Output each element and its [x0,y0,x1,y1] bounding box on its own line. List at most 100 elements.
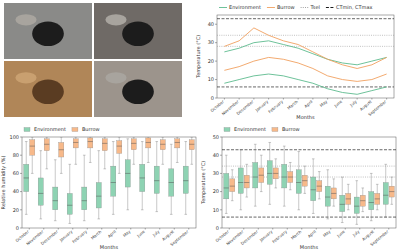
box-whisker-cap [332,178,335,179]
y-tick [215,79,217,80]
box-body [238,168,243,193]
box-median [389,191,394,192]
y-tick [220,191,222,192]
box-whisker-cap [89,137,92,138]
box-median [296,182,301,183]
plot-frame [222,137,396,228]
marks [217,19,394,95]
y-tick-label: 30 [213,170,219,176]
x-tick [327,98,328,100]
box-median [224,187,229,188]
box-whisker-cap [132,137,135,138]
box-whisker-cap [303,166,306,167]
box-median [154,180,159,181]
box-body [117,141,122,154]
box-whisker-cap [176,162,179,163]
box-whisker-cap [347,184,350,185]
box-whisker-cap [39,150,42,151]
series-line [224,41,386,65]
box-whisker-cap [103,168,106,169]
reference-line [217,35,394,36]
box-whisker-cap [245,164,248,165]
box-whisker-cap [318,171,321,172]
box-whisker-cap [268,142,271,143]
x-tick-label: September [369,229,389,247]
box-whisker-cap [45,168,48,169]
box-body [131,139,136,150]
y-tick-label: 50 [213,134,219,140]
y-tick-label: 40 [213,152,219,158]
box-whisker-cap [141,209,144,210]
x-tick [342,98,343,100]
box-whisker-cap [390,177,393,178]
legend-swatch [219,7,227,8]
x-tick-label: April [307,229,317,239]
box-median [302,180,307,181]
x-tick [229,228,230,230]
x-tick-label: June [332,99,343,109]
box-whisker-cap [384,217,387,218]
box-median [253,177,258,178]
x-tick-label: February [271,229,288,245]
box-whisker-cap [155,211,158,212]
box-body [183,166,188,193]
box-whisker-cap [31,137,34,138]
box-body [44,139,49,151]
y-tick [20,209,22,210]
figure: 010203040OctoberNovemberDecemberJanuaryF… [0,0,400,250]
box-whisker-cap [126,138,129,139]
box-whisker-cap [60,137,63,138]
x-tick [345,228,346,230]
x-tick [239,98,240,100]
box-median [267,173,272,174]
box-whisker-cap [376,184,379,185]
box-body [88,138,93,148]
x-tick [58,228,59,230]
box-whisker-cap [274,158,277,159]
box-median [360,200,365,201]
reference-line [222,217,396,218]
x-tick [243,228,244,230]
box-whisker-cap [126,209,129,210]
box-whisker-cap [355,224,358,225]
x-tick [253,98,254,100]
y-tick-label: 20 [13,207,19,213]
box-whisker-cap [25,141,28,142]
box-whisker-cap [112,141,115,142]
box-whisker-cap [312,213,315,214]
y-tick [215,24,217,25]
box-median [53,200,58,201]
y-axis-label: Temperature (°C) [195,35,202,79]
x-tick-label: September [367,99,387,117]
box-body [302,175,307,186]
box-whisker-cap [54,220,57,221]
box-whisker-cap [231,200,234,201]
y-tick [20,191,22,192]
x-tick-label: April [107,229,117,239]
box-median [230,186,235,187]
x-tick [43,228,44,230]
box-whisker-cap [190,137,193,138]
box-median [146,142,151,143]
legend-label: Burrow [282,126,300,132]
box-body [383,183,388,205]
box-body [38,178,43,205]
box-median [82,200,87,201]
box-median [259,175,264,176]
box-median [38,193,43,194]
y-tick [215,61,217,62]
box-body [230,179,235,192]
box-whisker-cap [60,173,63,174]
x-axis-label: Months [296,114,315,120]
box-body [389,186,394,197]
box-whisker-cap [184,214,187,215]
x-tick-label: July [351,229,361,239]
chart: 010203040OctoberNovemberDecemberJanuaryF… [195,4,394,120]
x-tick-label: December [240,229,259,246]
box-whisker-cap [283,206,286,207]
photo-panels [4,3,182,117]
box-whisker-cap [141,141,144,142]
box-median [383,195,388,196]
box-whisker-cap [89,162,92,163]
x-tick-label: December [235,99,254,116]
